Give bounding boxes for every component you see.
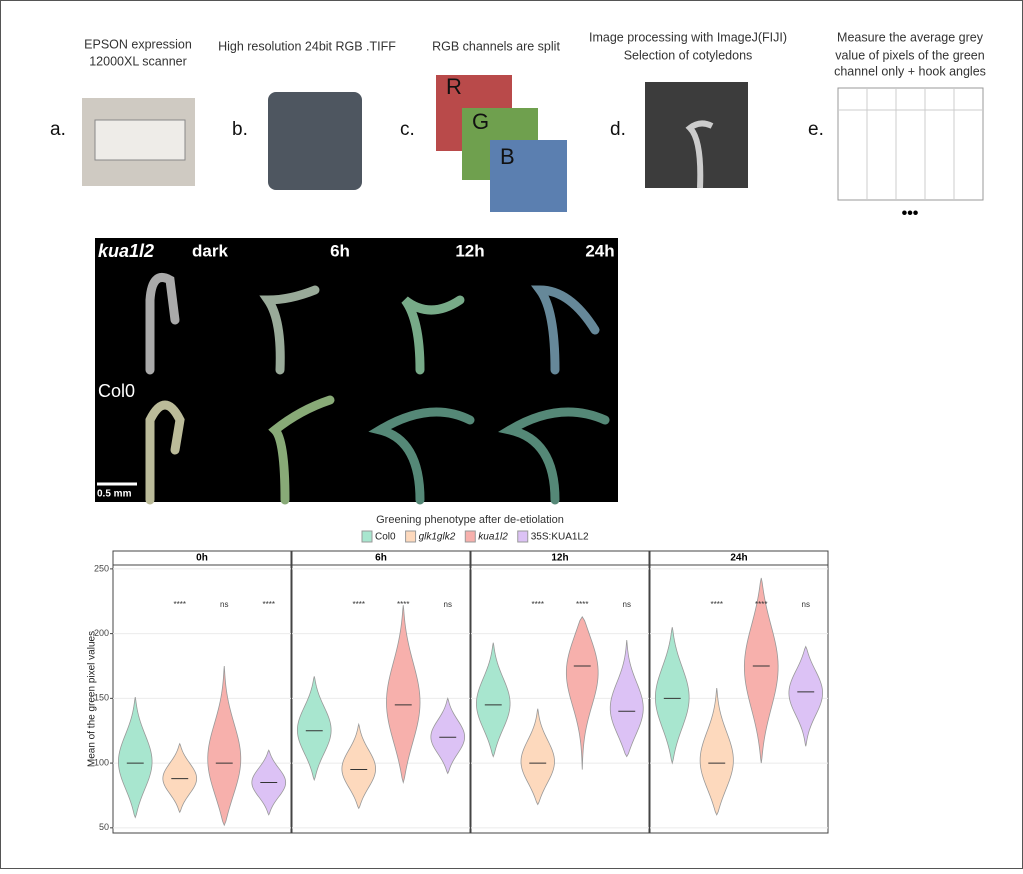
time-label: dark (192, 241, 228, 260)
significance: **** (711, 600, 723, 609)
step-caption: Measure the average grey (837, 30, 984, 44)
facet-label: 6h (375, 553, 387, 564)
violin (743, 577, 779, 764)
data-table (837, 87, 984, 201)
scale-label: 0.5 mm (97, 489, 132, 500)
seedling-photos (95, 238, 618, 502)
significance: **** (755, 600, 767, 609)
y-tick-label: 200 (94, 628, 109, 638)
significance: **** (576, 600, 588, 609)
violin (565, 616, 599, 770)
legend-key (464, 530, 476, 543)
y-tick-label: 100 (94, 757, 109, 767)
violin (609, 640, 644, 758)
genotype-label: Col0 (98, 381, 135, 401)
time-label: 6h (330, 241, 350, 260)
violin (476, 642, 511, 758)
more-rows: ••• (902, 205, 919, 222)
step-caption: High resolution 24bit RGB .TIFF (218, 39, 396, 53)
violin (654, 627, 690, 765)
legend-key (405, 530, 417, 543)
violin (430, 697, 466, 775)
significance: ns (444, 600, 452, 609)
table-lines (838, 88, 983, 200)
step-caption: Image processing with ImageJ(FIJI) (589, 30, 787, 44)
channel-letter: B (500, 144, 515, 169)
step-caption: channel only + hook angles (834, 64, 986, 78)
significance: ns (623, 600, 631, 609)
seedlings (145, 273, 610, 505)
violin (520, 708, 555, 806)
significance: **** (397, 600, 409, 609)
step-letter: e. (808, 119, 824, 140)
violin (386, 605, 421, 785)
legend-label: 35S:KUA1L2 (531, 532, 589, 543)
violin (341, 722, 377, 810)
significance: **** (353, 600, 365, 609)
step-caption: value of pixels of the green (835, 48, 984, 62)
violin (699, 687, 734, 816)
y-axis-label: Mean of the green pixel values (87, 631, 98, 767)
y-tick-label: 150 (94, 693, 109, 703)
chart-title: Greening phenotype after de-etiolation (376, 514, 564, 526)
significance: ns (802, 600, 810, 609)
step-caption: 12000XL scanner (89, 54, 187, 68)
genotype-label: kua1l2 (98, 241, 154, 261)
seedling (685, 120, 714, 189)
legend-label: Col0 (375, 532, 396, 543)
time-label: 24h (585, 241, 614, 260)
channel-letter: G (472, 109, 489, 134)
step-letter: d. (610, 119, 626, 140)
significance: **** (174, 600, 186, 609)
step-caption: RGB channels are split (432, 39, 560, 53)
facet-label: 0h (196, 553, 208, 564)
significance: ns (220, 600, 228, 609)
facet-label: 24h (730, 553, 747, 564)
y-tick-label: 250 (94, 563, 109, 573)
step-letter: a. (50, 119, 66, 140)
tiff-image (268, 92, 362, 190)
channel-letter: R (446, 74, 462, 99)
legend-key (517, 530, 529, 543)
legend-label: glk1glk2 (419, 532, 456, 543)
significance: **** (532, 600, 544, 609)
step-caption: EPSON expression (84, 37, 192, 51)
y-tick-label: 50 (99, 822, 109, 832)
violin (207, 665, 242, 827)
step-caption: Selection of cotyledons (624, 48, 753, 62)
panel (291, 564, 471, 834)
b-channel (490, 140, 567, 212)
violin (162, 742, 198, 814)
step-letter: c. (400, 119, 415, 140)
scanner-body (94, 119, 186, 161)
violin (788, 645, 823, 747)
legend-label: kua1l2 (478, 532, 508, 543)
significance: **** (263, 600, 275, 609)
facet-label: 12h (551, 553, 568, 564)
violin (296, 676, 332, 782)
step-letter: b. (232, 119, 248, 140)
violin (118, 696, 153, 819)
time-label: 12h (455, 241, 484, 260)
legend-key (361, 530, 373, 543)
